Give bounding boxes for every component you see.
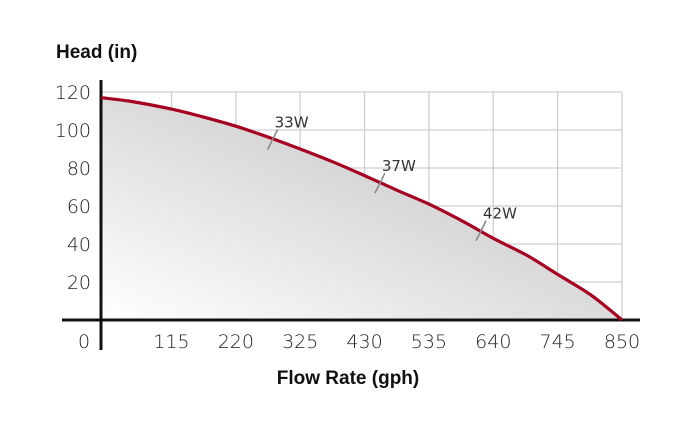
y-axis-title: Head (in) [56, 42, 137, 63]
y-tick-label: 100 [55, 120, 91, 142]
annotations: 33W 37W 42W [266, 114, 517, 242]
y-tick-label: 120 [55, 82, 91, 104]
x-tick-label: 220 [218, 331, 254, 353]
y-tick-label: 80 [67, 158, 91, 180]
x-tick-label: 535 [411, 331, 447, 353]
annotation-mark [374, 172, 386, 194]
annotation-label: 42W [483, 205, 517, 223]
performance-curve-line [100, 96, 624, 322]
y-tick-label: 60 [67, 196, 91, 218]
tick-labels: 0 115 220 325 430 535 640 745 850 20 40 60 80 100 120 [55, 82, 640, 353]
x-tick-label: 745 [540, 331, 576, 353]
x-tick-label: 430 [346, 331, 382, 353]
axes [62, 80, 640, 350]
y-tick-label: 40 [67, 234, 91, 256]
x-tick-label: 640 [475, 331, 511, 353]
area-under-curve [101, 97, 622, 320]
annotation-mark [266, 129, 279, 150]
x-tick-label: 850 [604, 331, 640, 353]
annotation-label: 33W [275, 114, 309, 132]
x-tick-label: 325 [282, 331, 318, 353]
x-tick-label: 115 [153, 331, 189, 353]
y-tick-label: 20 [67, 272, 91, 294]
x-axis-title: Flow Rate (gph) [277, 368, 419, 389]
annotation-label: 37W [382, 157, 416, 175]
x-tick-label: 0 [78, 331, 90, 353]
annotation-mark [475, 220, 487, 242]
